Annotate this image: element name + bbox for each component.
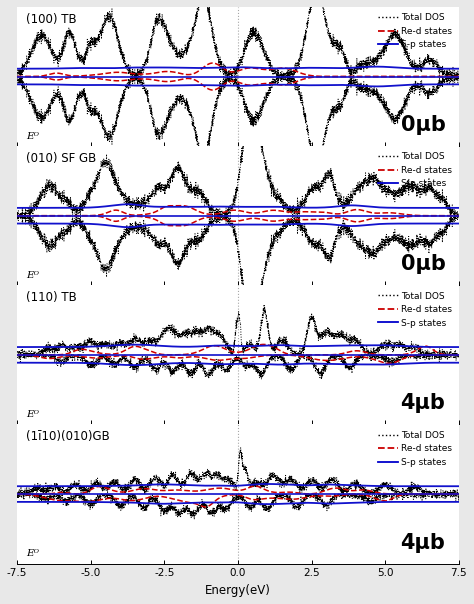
- Legend: Total DOS, Re-d states, S-p states: Total DOS, Re-d states, S-p states: [376, 290, 454, 329]
- Legend: Total DOS, Re-d states, S-p states: Total DOS, Re-d states, S-p states: [376, 150, 454, 190]
- Text: (100) TB: (100) TB: [26, 13, 77, 25]
- Legend: Total DOS, Re-d states, S-p states: Total DOS, Re-d states, S-p states: [376, 429, 454, 469]
- Text: 4μb: 4μb: [401, 393, 446, 413]
- Text: 0μb: 0μb: [401, 115, 446, 135]
- Text: Eᴼ: Eᴼ: [26, 271, 39, 280]
- Text: (110) TB: (110) TB: [26, 291, 77, 304]
- Text: Eᴼ: Eᴼ: [26, 410, 39, 419]
- Text: 4μb: 4μb: [401, 533, 446, 553]
- Text: (1ī10)(010)GB: (1ī10)(010)GB: [26, 430, 109, 443]
- Text: 0μb: 0μb: [401, 254, 446, 274]
- Legend: Total DOS, Re-d states, S-p states: Total DOS, Re-d states, S-p states: [376, 11, 454, 51]
- Text: Eᴼ: Eᴼ: [26, 549, 39, 558]
- Text: (010) SF GB: (010) SF GB: [26, 152, 96, 165]
- X-axis label: Energy(eV): Energy(eV): [205, 584, 271, 597]
- Text: Eᴼ: Eᴼ: [26, 132, 39, 141]
